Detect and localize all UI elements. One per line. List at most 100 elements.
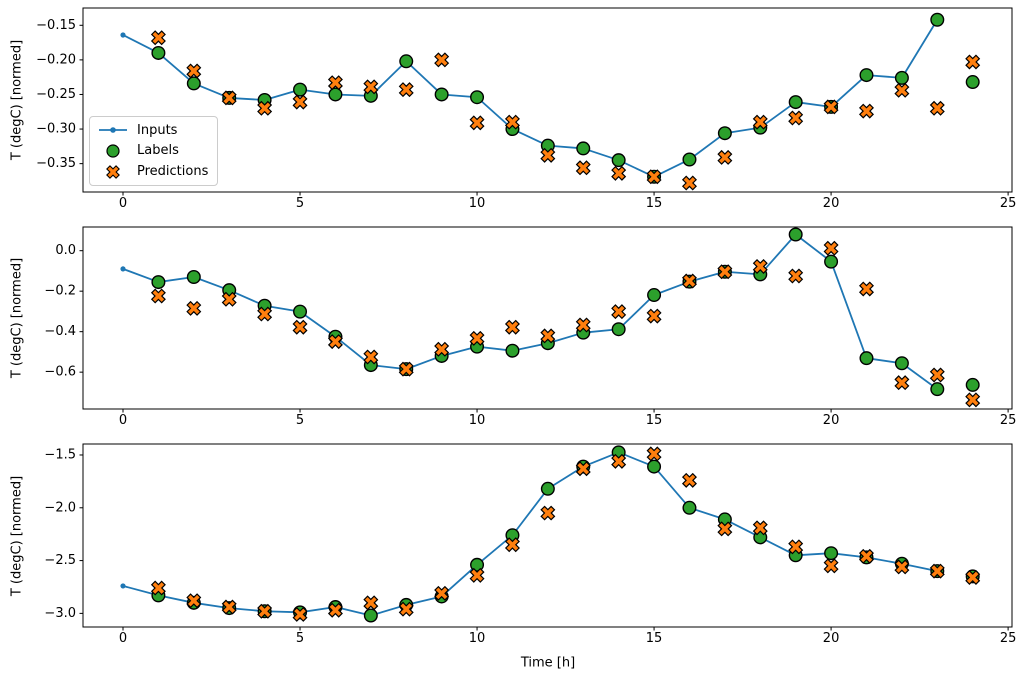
x-tick-label: 5 — [296, 413, 304, 428]
predictions-point — [611, 165, 627, 181]
y-axis-label-subplot-1: T (degC) [normed] — [9, 39, 25, 161]
x-axis-label: Time [h] — [520, 655, 576, 671]
labels-point — [682, 500, 697, 515]
labels-point — [540, 481, 555, 496]
labels-point — [186, 76, 201, 91]
predictions-point — [788, 110, 804, 126]
predictions-point — [504, 319, 520, 335]
x-tick-label: 0 — [119, 196, 127, 211]
predictions-point — [434, 341, 450, 357]
x-tick-label: 25 — [1000, 631, 1017, 646]
labels-point — [293, 304, 308, 319]
legend: Inputs Labels Predictions — [89, 116, 218, 186]
axes-frame — [82, 443, 1013, 628]
y-tick-label: −0.6 — [44, 365, 76, 380]
y-axis-label-subplot-2: T (degC) [normed] — [9, 257, 25, 379]
x-tick-label: 20 — [823, 413, 840, 428]
y-tick-label: −0.30 — [36, 122, 76, 137]
legend-label-labels: Labels — [137, 143, 179, 159]
predictions-point — [150, 288, 166, 304]
predictions-point — [965, 392, 981, 408]
labels-point — [399, 54, 414, 69]
predictions-point — [257, 603, 273, 619]
inputs-point — [120, 266, 126, 272]
predictions-point — [823, 558, 839, 574]
predictions-point — [292, 94, 308, 110]
x-tick-label: 5 — [296, 631, 304, 646]
labels-point — [611, 153, 626, 168]
predictions-point — [788, 539, 804, 555]
y-tick-label: −0.35 — [36, 156, 76, 171]
predictions-point — [752, 520, 768, 536]
predictions-point — [681, 175, 697, 191]
x-tick-label: 15 — [646, 413, 663, 428]
predictions-point — [363, 79, 379, 95]
predictions-point — [894, 559, 910, 575]
predictions-point — [257, 100, 273, 116]
predictions-point — [186, 300, 202, 316]
predictions-point — [150, 580, 166, 596]
labels-point — [576, 141, 591, 156]
inputs-point — [120, 583, 126, 589]
y-tick-label: −0.15 — [36, 18, 76, 33]
predictions-point — [186, 63, 202, 79]
predictions-point — [363, 349, 379, 365]
predictions-point — [292, 606, 308, 622]
labels-point — [647, 459, 662, 474]
predictions-point — [575, 461, 591, 477]
inputs-line — [122, 451, 939, 617]
x-tick-label: 10 — [469, 631, 486, 646]
x-tick-label: 10 — [469, 413, 486, 428]
predictions-point — [681, 273, 697, 289]
labels-point — [151, 45, 166, 60]
x-tick-label: 15 — [646, 196, 663, 211]
subplot-2: 0 5 10 15 20 25 0.0 −0.2 −0.4 −0.6 — [44, 226, 1016, 428]
inputs-point — [120, 32, 126, 38]
predictions-point — [858, 281, 874, 297]
x-tick-label: 15 — [646, 631, 663, 646]
y-tick-label: −0.2 — [44, 284, 76, 299]
predictions-point — [929, 100, 945, 116]
labels-point — [788, 227, 803, 242]
predictions-point — [469, 330, 485, 346]
labels-point — [434, 87, 449, 102]
predictions-point — [929, 367, 945, 383]
legend-item-inputs: Inputs — [98, 122, 209, 138]
predictions-point — [717, 264, 733, 280]
predictions-point — [221, 291, 237, 307]
labels-point — [470, 90, 485, 105]
predictions-point — [858, 548, 874, 564]
predictions-point — [257, 306, 273, 322]
labels-point — [894, 70, 909, 85]
predictions-point — [752, 114, 768, 130]
labels-point — [894, 356, 909, 371]
predictions-point — [504, 114, 520, 130]
y-axis-label-subplot-3: T (degC) [normed] — [9, 475, 25, 597]
labels-circle-icon — [106, 144, 120, 158]
predictions-point — [469, 567, 485, 583]
y-tick-label: −0.25 — [36, 87, 76, 102]
predictions-point — [292, 319, 308, 335]
labels-point — [647, 288, 662, 303]
predictions-point — [398, 82, 414, 98]
predictions-point — [540, 328, 556, 344]
predictions-point — [575, 317, 591, 333]
predictions-point — [965, 569, 981, 585]
labels-point — [859, 68, 874, 83]
predictions-point — [965, 54, 981, 70]
labels-point — [930, 382, 945, 397]
predictions-point — [788, 268, 804, 284]
y-tick-label: −2.0 — [44, 500, 76, 515]
labels-point — [151, 275, 166, 290]
x-tick-label: 5 — [296, 196, 304, 211]
legend-label-inputs: Inputs — [137, 122, 178, 138]
predictions-point — [363, 595, 379, 611]
y-tick-label: −2.5 — [44, 553, 76, 568]
predictions-point — [575, 160, 591, 176]
x-tick-label: 0 — [119, 413, 127, 428]
y-tick-label: −0.4 — [44, 324, 76, 339]
predictions-point — [681, 472, 697, 488]
labels-point — [717, 126, 732, 141]
y-tick-label: −0.20 — [36, 52, 76, 67]
